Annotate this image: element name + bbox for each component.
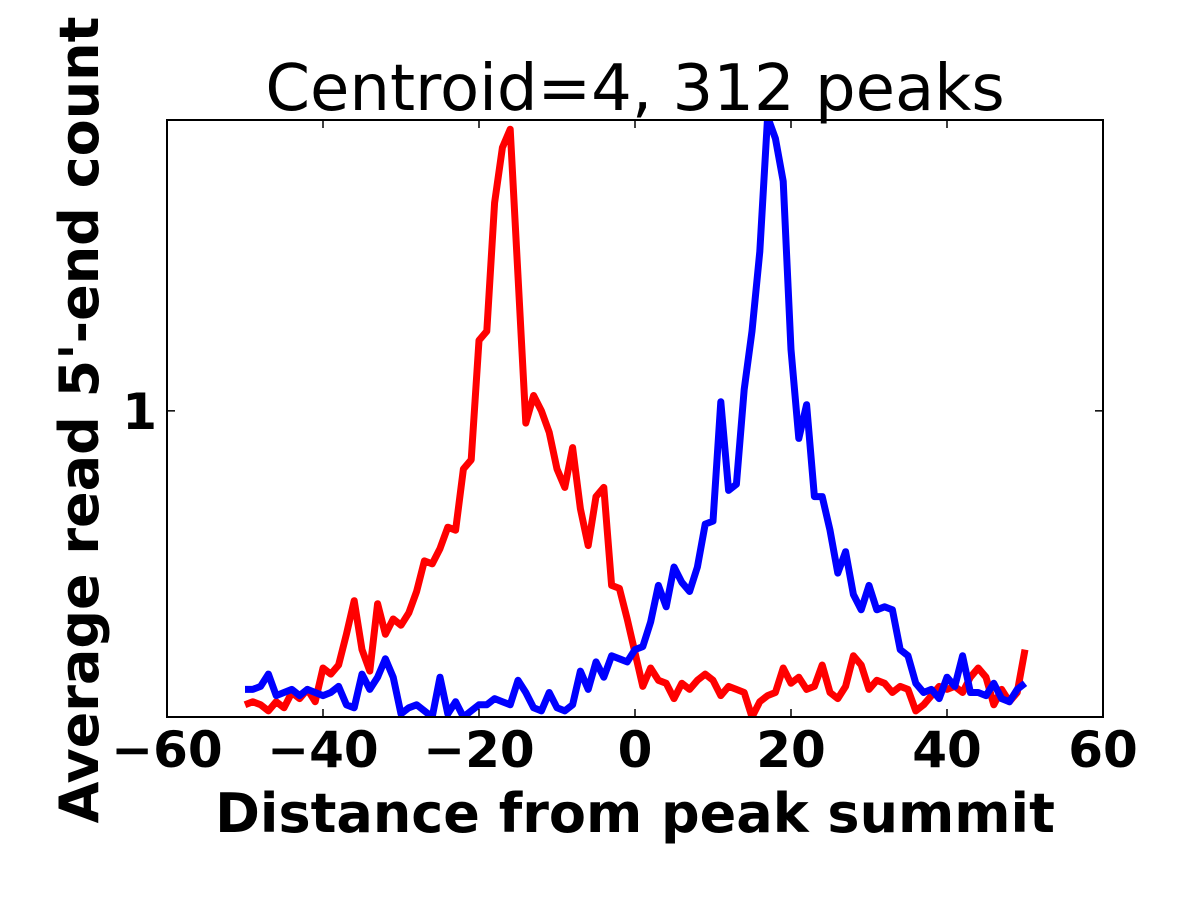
tick-layer: −60 −40 −20 0 20 40 60 1 (111, 120, 1138, 779)
x-tick-label: −60 (111, 721, 222, 779)
series-layer (243, 120, 1029, 717)
y-axis-label: Average read 5'-end count (48, 17, 111, 824)
x-axis-label: Distance from peak summit (215, 782, 1055, 845)
x-tick-label: 60 (1068, 721, 1138, 779)
x-tick-label: −40 (267, 721, 378, 779)
chart-title: Centroid=4, 312 peaks (265, 52, 1004, 126)
x-tick-label: −20 (423, 721, 534, 779)
x-tick-label: 20 (756, 721, 826, 779)
series-line-1 (243, 125, 1029, 717)
x-tick-label: 40 (912, 721, 982, 779)
series-line-2 (245, 120, 1028, 717)
plot-frame (166, 119, 1104, 718)
y-tick-label: 1 (122, 383, 157, 441)
x-tick-label: 0 (618, 721, 653, 779)
